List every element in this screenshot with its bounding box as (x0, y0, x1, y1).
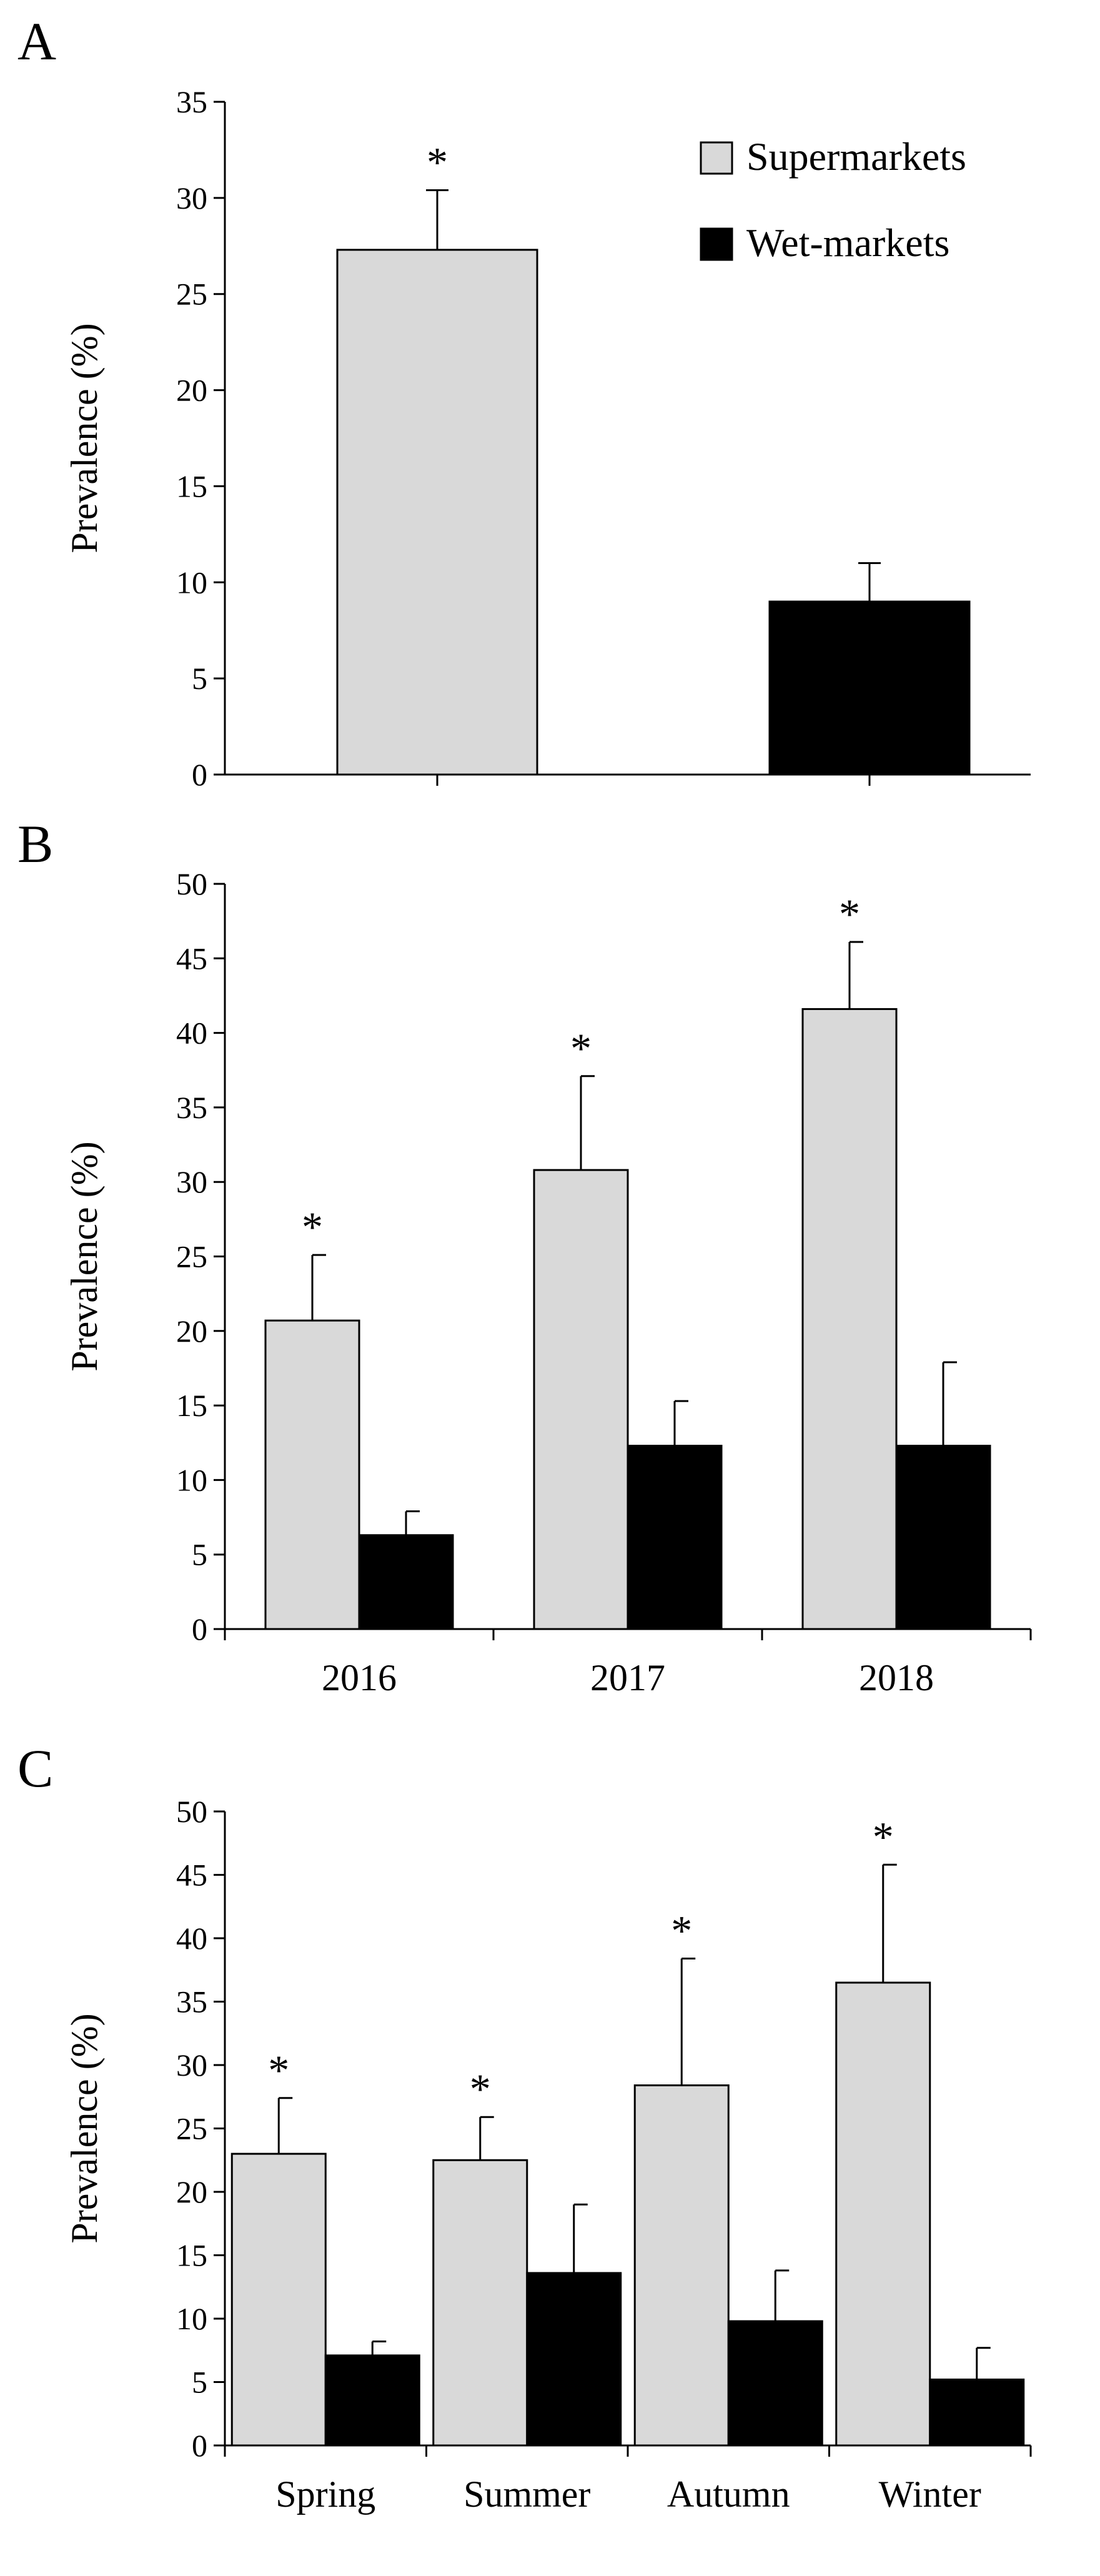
y-tick-label: 30 (176, 181, 207, 215)
significance-marker: * (671, 1906, 692, 1954)
y-tick-label: 0 (192, 2428, 207, 2463)
bar-supermarkets (264, 1319, 360, 1630)
panel-a: A 0 5 10 15 20 25 30 35 Prevalence (%) * Supermarke… (17, 11, 1031, 792)
y-axis-label: Prevalence (%) (64, 2013, 105, 2243)
y-tick-label: 30 (176, 2048, 207, 2083)
significance-marker: * (873, 1813, 894, 1860)
bar-wet-markets (929, 2378, 1025, 2447)
panel-label: B (17, 814, 53, 874)
legend-label: Supermarkets (746, 134, 966, 179)
bar-supermarkets (633, 2084, 730, 2447)
y-tick-label: 10 (176, 565, 207, 600)
y-tick-label: 5 (192, 661, 207, 696)
y-tick-label: 30 (176, 1164, 207, 1199)
y-tick-label: 35 (176, 1984, 207, 2019)
x-category-label: 2018 (859, 1657, 934, 1698)
bar-wet-markets (627, 1445, 723, 1630)
significance-marker: * (470, 2065, 491, 2113)
y-tick-label: 15 (176, 468, 207, 503)
panel-label: A (17, 11, 56, 71)
y-tick-label: 40 (176, 1016, 207, 1051)
legend-label: Wet-markets (746, 220, 949, 265)
y-tick-label: 50 (176, 866, 207, 901)
y-axis-label: Prevalence (%) (64, 323, 105, 553)
y-tick-label: 20 (176, 373, 207, 408)
x-category-label: 2017 (590, 1657, 665, 1698)
significance-marker: * (839, 890, 860, 938)
bar-supermarkets (432, 2159, 528, 2447)
y-tick-label: 40 (176, 1921, 207, 1956)
bar-supermarkets (835, 1981, 931, 2447)
y-tick-label: 25 (176, 277, 207, 312)
y-tick-label: 0 (192, 1612, 207, 1647)
y-tick-label: 25 (176, 2111, 207, 2146)
y-tick-label: 35 (176, 84, 207, 119)
bar-wet-markets (895, 1445, 991, 1630)
x-category-label: Summer (463, 2474, 590, 2515)
legend: Supermarkets Wet-markets (700, 134, 966, 265)
y-tick-label: 5 (192, 2365, 207, 2400)
y-tick-label: 20 (176, 2174, 207, 2209)
legend-swatch-supermarkets (700, 141, 733, 175)
y-tick-label: 15 (176, 1388, 207, 1423)
y-tick-label: 50 (176, 1794, 207, 1829)
y-tick-label: 20 (176, 1314, 207, 1349)
y-tick-label: 45 (176, 941, 207, 976)
bar-supermarkets (230, 2152, 327, 2447)
significance-marker: * (570, 1024, 592, 1072)
y-tick-label: 25 (176, 1239, 207, 1274)
y-tick-label: 15 (176, 2238, 207, 2273)
y-tick-label: 45 (176, 1858, 207, 1893)
y-tick-label: 10 (176, 2301, 207, 2336)
x-category-label: Winter (879, 2474, 981, 2515)
bar-wet-markets (768, 600, 971, 776)
x-category-label: Autumn (667, 2474, 790, 2515)
x-category-label: 2016 (322, 1657, 397, 1698)
bar-supermarkets (336, 249, 538, 776)
y-tick-label: 0 (192, 757, 207, 792)
panel-c: C 0 5 10 15 20 25 30 35 40 45 50 Prevalence (%) Sprin… (17, 1738, 1032, 2515)
bar-wet-markets (358, 1534, 454, 1630)
bar-supermarkets (801, 1008, 898, 1630)
panel-label: C (17, 1738, 53, 1798)
bar-wet-markets (727, 2320, 823, 2447)
x-category-label: Spring (275, 2474, 375, 2515)
y-tick-label: 5 (192, 1537, 207, 1572)
significance-marker: * (268, 2046, 289, 2094)
y-axis-label: Prevalence (%) (64, 1141, 105, 1371)
significance-marker: * (427, 139, 448, 186)
bar-wet-markets (324, 2354, 420, 2447)
legend-swatch-wet-markets (700, 227, 733, 261)
panel-b: B 0 5 10 15 20 25 30 35 40 45 50 Prevalence (%) 2016 *… (17, 814, 1032, 1698)
y-tick-label: 10 (176, 1462, 207, 1497)
significance-marker: * (302, 1203, 323, 1251)
bar-wet-markets (526, 2272, 622, 2447)
y-tick-label: 35 (176, 1090, 207, 1125)
bar-supermarkets (533, 1169, 629, 1630)
